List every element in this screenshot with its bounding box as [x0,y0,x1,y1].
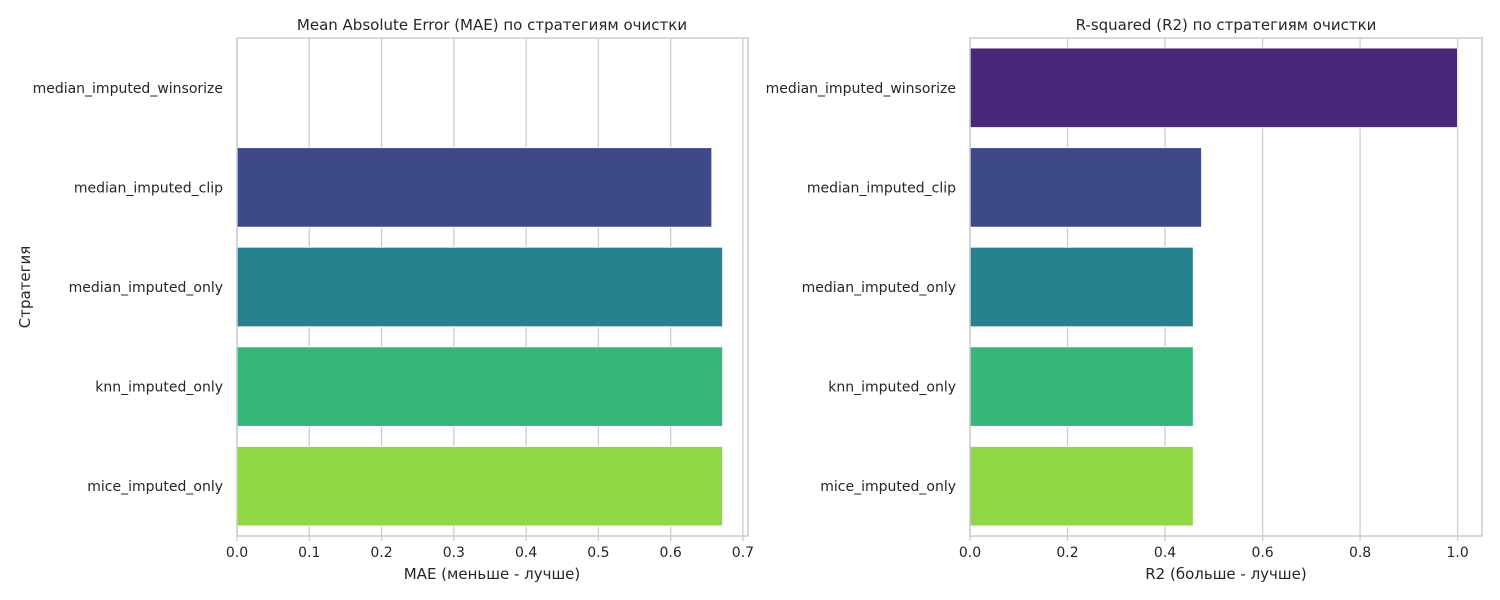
category-label: median_imputed_winsorize [766,81,956,97]
tick-label: 0.5 [587,545,609,561]
mae-chart: Mean Absolute Error (MAE) по стратегиям … [16,16,754,583]
x-axis-label: MAE (меньше - лучше) [404,565,581,583]
bar [970,48,1458,128]
bar [970,446,1193,526]
bar [237,446,723,526]
tick-label: 0.8 [1349,545,1371,561]
tick-label: 0.1 [298,545,320,561]
tick-label: 0.6 [660,545,682,561]
category-label: median_imputed_clip [807,180,956,196]
bar [970,148,1202,228]
bar [970,247,1193,327]
bar [970,347,1193,427]
bar [237,347,723,427]
bar [237,247,723,327]
category-label: median_imputed_only [802,280,956,296]
r2-chart: R-squared (R2) по стратегиям очистки R2 … [766,16,1482,583]
x-axis-label: R2 (больше - лучше) [1145,565,1306,583]
tick-label: 0.7 [732,545,754,561]
tick-label: 0.0 [226,545,248,561]
tick-label: 0.6 [1251,545,1273,561]
category-label: mice_imputed_only [820,479,956,495]
tick-label: 0.2 [370,545,392,561]
tick-label: 0.0 [959,545,981,561]
chart-title: Mean Absolute Error (MAE) по стратегиям … [297,16,687,34]
tick-label: 0.4 [1154,545,1176,561]
y-axis-label: Стратегия [16,246,34,329]
category-label: median_imputed_clip [74,180,223,196]
category-label: mice_imputed_only [87,479,223,495]
tick-label: 1.0 [1446,545,1468,561]
tick-label: 0.2 [1056,545,1078,561]
tick-label: 0.3 [443,545,465,561]
category-label: knn_imputed_only [828,380,956,396]
chart-title: R-squared (R2) по стратегиям очистки [1076,16,1377,34]
tick-label: 0.4 [515,545,537,561]
category-label: knn_imputed_only [95,380,223,396]
category-label: median_imputed_only [69,280,223,296]
category-label: median_imputed_winsorize [33,81,223,97]
bar [237,148,712,228]
